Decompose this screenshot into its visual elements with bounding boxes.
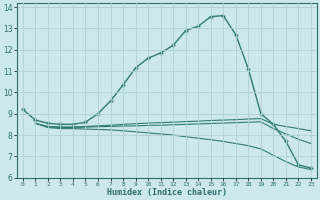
X-axis label: Humidex (Indice chaleur): Humidex (Indice chaleur) [107,188,227,197]
